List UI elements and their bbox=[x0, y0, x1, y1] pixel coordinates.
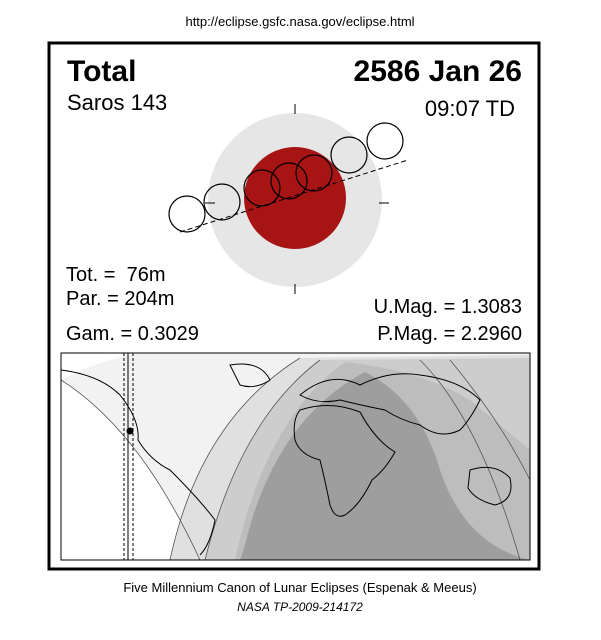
world-map bbox=[60, 352, 531, 561]
footer-title: Five Millennium Canon of Lunar Eclipses … bbox=[123, 580, 476, 595]
moon bbox=[270, 162, 308, 200]
gamma: Gam. = 0.3029 bbox=[66, 323, 199, 345]
umbral-zone bbox=[240, 372, 530, 560]
moon-positions bbox=[168, 122, 404, 233]
eclipse-geometry bbox=[168, 104, 409, 294]
moon bbox=[295, 154, 333, 192]
eclipse-date: 2586 Jan 26 bbox=[354, 55, 522, 88]
moon bbox=[243, 169, 281, 207]
map-frame bbox=[60, 352, 531, 561]
moon bbox=[203, 183, 241, 221]
partial-duration: Par. = 204m bbox=[66, 288, 174, 310]
moon bbox=[366, 122, 404, 160]
umbral-magnitude: U.Mag. = 1.3083 bbox=[374, 296, 522, 318]
moon bbox=[330, 136, 368, 174]
sub-lunar-point bbox=[126, 427, 134, 435]
moon bbox=[168, 195, 206, 233]
penumbral-magnitude: P.Mag. = 2.2960 bbox=[377, 323, 522, 345]
footer-ref: NASA TP-2009-214172 bbox=[237, 600, 363, 614]
eclipse-type: Total bbox=[67, 55, 136, 88]
total-duration: Tot. = 76m bbox=[66, 264, 166, 286]
source-url: http://eclipse.gsfc.nasa.gov/eclipse.htm… bbox=[185, 14, 414, 29]
coastlines bbox=[61, 363, 512, 556]
eclipse-time: 09:07 TD bbox=[425, 96, 515, 121]
saros: Saros 143 bbox=[67, 90, 167, 115]
band-lines bbox=[61, 357, 530, 560]
